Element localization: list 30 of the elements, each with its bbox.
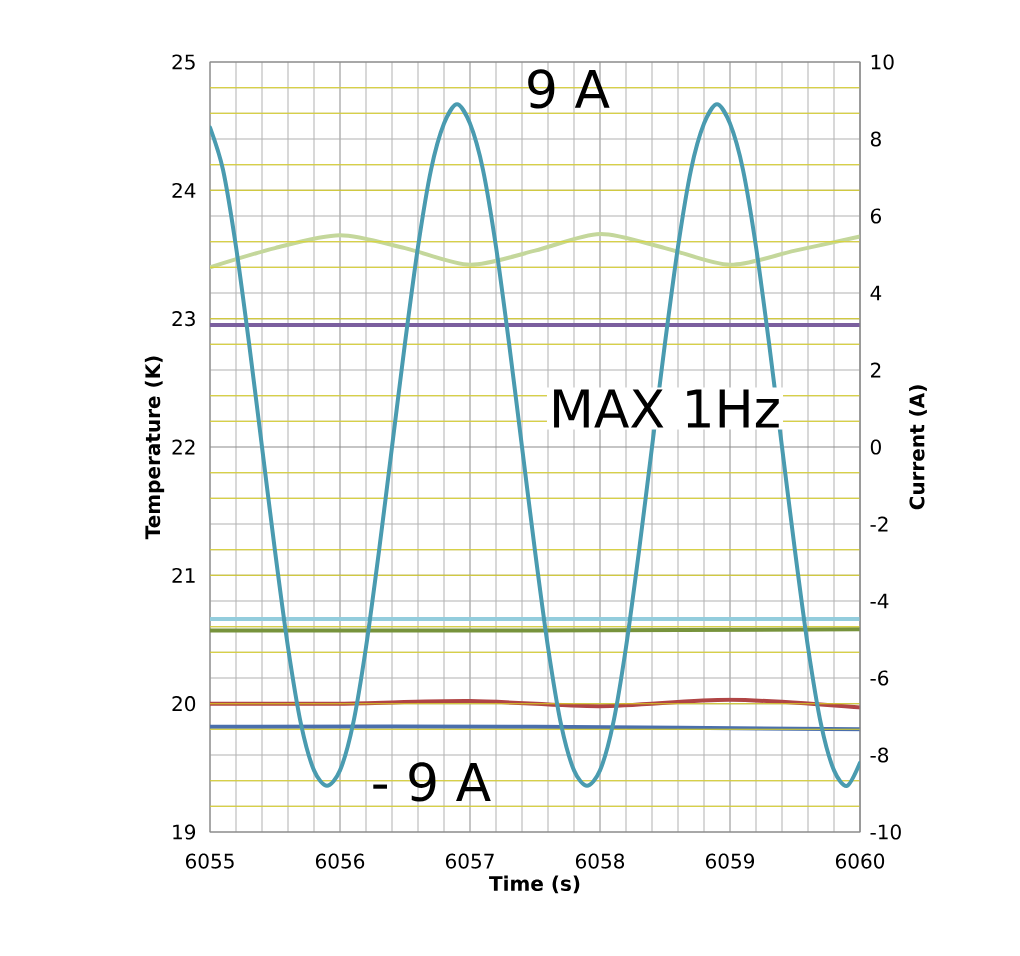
x-tick-label: 6058 — [575, 853, 625, 869]
y2-tick-label: -2 — [870, 516, 888, 532]
y2-tick-label: 2 — [871, 362, 881, 378]
y2-tick-label: 4 — [870, 285, 882, 301]
y2-tick-label: -6 — [870, 670, 889, 686]
y2-tick-label: -4 — [870, 593, 889, 609]
x-tick-label: 6060 — [835, 853, 885, 869]
y-axis-title: Temperature (K) — [144, 356, 165, 540]
y2-tick-label: 0 — [870, 439, 881, 455]
y2-tick-label: 8 — [870, 131, 881, 147]
y-tick-label: 20 — [172, 696, 196, 712]
x-tick-label: 6059 — [705, 853, 755, 869]
y2-tick-label: -10 — [870, 824, 901, 840]
line-series — [210, 697, 860, 710]
y-tick-label: 25 — [172, 54, 195, 70]
y2-tick-label: 6 — [870, 208, 881, 224]
annotation: MAX 1Hz — [554, 389, 779, 428]
y-tick-label: 19 — [173, 824, 196, 840]
y-tick-label: 24 — [172, 182, 196, 198]
x-axis-title: Time (s) — [489, 875, 580, 894]
y-tick-label: 22 — [172, 439, 195, 455]
y2-tick-label: -8 — [870, 747, 889, 763]
y2-axis-title: Current (A) — [909, 385, 927, 510]
x-tick-label: 6055 — [185, 853, 234, 869]
x-tick-label: 6057 — [445, 853, 494, 869]
x-tick-label: 6056 — [315, 853, 365, 869]
line-series — [210, 231, 860, 270]
y-tick-label: 21 — [172, 567, 195, 583]
y2-tick-label: 10 — [871, 54, 894, 70]
y-tick-label: 23 — [172, 311, 195, 327]
